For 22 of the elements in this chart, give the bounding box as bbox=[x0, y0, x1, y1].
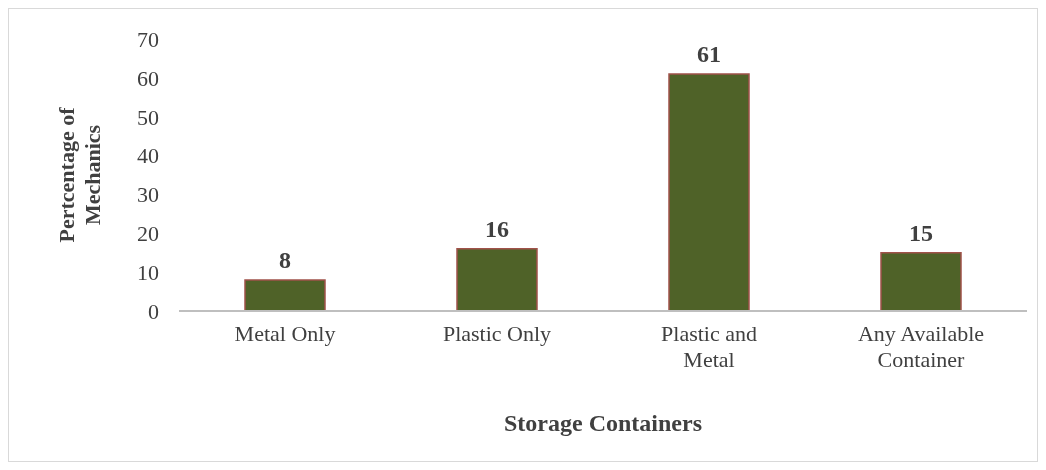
y-tick-label: 50 bbox=[137, 104, 159, 130]
y-tick-label: 0 bbox=[148, 298, 159, 324]
y-tick-label: 10 bbox=[137, 259, 159, 285]
data-label: 16 bbox=[485, 215, 509, 242]
x-tick-label: Any Available Container bbox=[857, 321, 985, 372]
data-label: 15 bbox=[909, 219, 933, 246]
bar bbox=[244, 279, 326, 311]
bar bbox=[668, 73, 750, 311]
y-tick-label: 40 bbox=[137, 143, 159, 169]
y-tick-label: 70 bbox=[137, 26, 159, 52]
y-tick-label: 60 bbox=[137, 65, 159, 91]
data-label: 61 bbox=[697, 40, 721, 67]
x-tick-label: Metal Only bbox=[234, 321, 336, 346]
y-tick-label: 20 bbox=[137, 221, 159, 247]
y-axis-title: Pertcentage of Mechanics bbox=[53, 106, 105, 243]
bar bbox=[880, 251, 962, 311]
y-tick-label: 30 bbox=[137, 182, 159, 208]
x-tick-label: Plastic Only bbox=[442, 321, 552, 346]
x-axis-title: Storage Containers bbox=[504, 410, 702, 436]
data-label: 8 bbox=[279, 246, 291, 273]
x-tick-label: Plastic and Metal bbox=[661, 321, 757, 372]
bar bbox=[456, 248, 538, 311]
